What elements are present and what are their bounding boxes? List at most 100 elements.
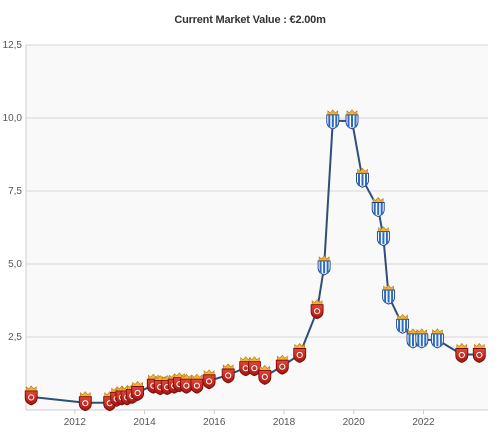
crest-crown-icon (378, 226, 389, 232)
crest-crown-icon (416, 328, 428, 335)
crest-shield-icon (310, 304, 324, 320)
x-tick-label: 2016 (203, 417, 226, 428)
data-point-crest-icon[interactable] (382, 284, 396, 305)
crest-crown-icon (276, 354, 288, 361)
crest-stripe (347, 115, 350, 128)
data-point-crest-icon[interactable] (131, 381, 145, 401)
crest-stripe (424, 334, 427, 347)
crest-crown-icon (456, 343, 468, 349)
chart-title: Current Market Value : €2.00m (174, 14, 326, 26)
crest-stripe (385, 232, 388, 245)
data-point-crest-icon[interactable] (24, 385, 38, 406)
crest-stripe (436, 334, 439, 347)
crest-shield-icon (293, 348, 307, 363)
crest-crown-icon (191, 373, 203, 380)
data-point-crest-icon[interactable] (376, 226, 390, 247)
crest-crown-icon (25, 385, 37, 392)
crest-stripe (326, 261, 329, 274)
crest-emblem-icon (261, 373, 268, 380)
crest-shield-icon (78, 396, 92, 412)
crest-crown-icon (357, 167, 368, 174)
data-point-crest-icon[interactable] (293, 343, 307, 363)
data-markers (24, 109, 486, 412)
crest-emblem-icon (251, 365, 258, 372)
x-tick-label: 2018 (273, 417, 296, 428)
data-point-crest-icon[interactable] (415, 328, 429, 349)
crest-emblem-icon (225, 372, 232, 379)
crest-stripe (398, 319, 401, 332)
data-point-crest-icon[interactable] (179, 373, 193, 394)
data-point-crest-icon[interactable] (345, 109, 359, 130)
crest-emblem-icon (183, 382, 190, 389)
crest-crown-icon (259, 364, 271, 371)
x-tick-label: 2014 (133, 417, 156, 428)
axes: 2,5 5,0 7,5 10,0 12,5 2012 2014 2016 2018 2020 202… (3, 40, 488, 428)
crest-crown-icon (222, 363, 234, 370)
crest-stripe (380, 203, 383, 215)
crest-stripe (328, 115, 331, 128)
data-point-crest-icon[interactable] (275, 354, 289, 375)
data-point-crest-icon[interactable] (190, 373, 204, 394)
crest-crown-icon (397, 313, 408, 320)
data-point-crest-icon[interactable] (317, 255, 331, 276)
data-point-crest-icon[interactable] (221, 363, 235, 384)
crest-emblem-icon (82, 400, 89, 407)
crest-stripe (391, 290, 394, 303)
data-point-crest-icon[interactable] (326, 109, 340, 130)
data-point-crest-icon[interactable] (202, 369, 216, 390)
crest-stripe (377, 203, 380, 215)
crest-crown-icon (132, 381, 143, 387)
data-point-crest-icon[interactable] (371, 197, 385, 217)
crest-crown-icon (311, 299, 323, 306)
crest-shield-icon (190, 378, 204, 394)
crest-crown-icon (372, 197, 384, 203)
crest-stripe (351, 115, 353, 128)
x-tick-label: 2020 (343, 417, 366, 428)
crest-stripe (382, 232, 385, 245)
crest-crown-icon (327, 109, 339, 116)
crest-stripe (420, 334, 423, 347)
crest-shield-icon (275, 359, 289, 375)
data-point-crest-icon[interactable] (472, 343, 486, 363)
grid-lines (26, 44, 488, 410)
crest-crown-icon (249, 356, 260, 363)
crest-emblem-icon (279, 363, 286, 370)
data-point-crest-icon[interactable] (396, 313, 410, 334)
data-point-crest-icon[interactable] (247, 356, 261, 377)
crest-emblem-icon (458, 351, 465, 359)
data-point-crest-icon[interactable] (356, 167, 369, 188)
crest-shield-icon (24, 390, 38, 406)
crest-stripe (387, 290, 390, 303)
crest-shield-icon (221, 368, 235, 384)
crest-crown-icon (318, 255, 330, 262)
crest-crown-icon (383, 284, 394, 291)
data-point-crest-icon[interactable] (455, 343, 469, 363)
crest-emblem-icon (476, 351, 483, 359)
data-point-crest-icon[interactable] (310, 299, 324, 320)
crest-stripe (335, 115, 338, 128)
crest-stripe (323, 261, 326, 274)
crest-shield-icon (258, 369, 272, 385)
crest-shield-icon (202, 374, 216, 390)
crest-stripe (417, 334, 420, 347)
crest-emblem-icon (28, 394, 35, 401)
crest-stripe (384, 290, 387, 303)
crest-shield-icon (472, 348, 486, 363)
data-point-crest-icon[interactable] (430, 328, 444, 349)
crest-stripe (378, 232, 381, 245)
x-tick-label: 2012 (64, 417, 87, 428)
crest-stripe (401, 319, 404, 332)
crest-stripe (412, 334, 414, 347)
crest-shield-icon (455, 348, 469, 363)
crest-stripe (319, 261, 322, 274)
crest-stripe (354, 115, 357, 128)
crest-stripe (408, 334, 411, 347)
y-tick-label: 5,0 (8, 259, 22, 270)
crest-emblem-icon (193, 382, 200, 389)
crest-emblem-icon (206, 378, 213, 385)
crest-stripe (439, 334, 442, 347)
data-point-crest-icon[interactable] (258, 364, 272, 385)
data-point-crest-icon[interactable] (78, 391, 92, 412)
